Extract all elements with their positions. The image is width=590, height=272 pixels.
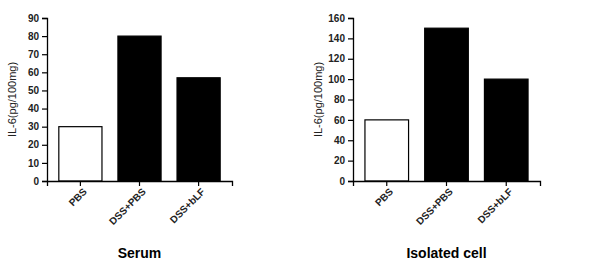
tick-mark bbox=[42, 72, 47, 73]
tick-label: 120 bbox=[328, 53, 345, 64]
tick-label: PBS bbox=[373, 186, 396, 209]
tick-mark bbox=[348, 38, 353, 39]
tick-mark bbox=[348, 181, 353, 182]
tick: 40 bbox=[334, 135, 353, 146]
tick-label: 50 bbox=[28, 85, 40, 96]
bar bbox=[59, 127, 102, 181]
axis-line bbox=[354, 182, 541, 187]
tick: 120 bbox=[328, 53, 353, 64]
tick-mark bbox=[348, 140, 353, 141]
tick: 0 bbox=[33, 176, 47, 187]
title: Isolated cell bbox=[406, 245, 486, 261]
tick: 10 bbox=[28, 158, 47, 169]
bar bbox=[118, 36, 161, 181]
y-axis: 0 10 20 30 40 50 60 70 80 90 bbox=[28, 13, 48, 187]
tick: 20 bbox=[28, 139, 47, 150]
tick-label: 20 bbox=[334, 155, 346, 166]
tick-label: 0 bbox=[33, 176, 39, 187]
tick-mark bbox=[506, 181, 507, 186]
tick-mark bbox=[348, 59, 353, 60]
y-axis: 0 20 40 60 80 100 120 140 160 bbox=[328, 13, 353, 187]
chart: 0 10 20 30 40 50 60 70 80 90 PBS DSS+PBS DSS+bLF IL-6… bbox=[6, 13, 233, 261]
tick: PBS bbox=[373, 181, 396, 208]
tick-label: 90 bbox=[28, 13, 40, 24]
tick-mark bbox=[80, 181, 81, 186]
figure: 0 10 20 30 40 50 60 70 80 90 PBS DSS+PBS DSS+bLF IL-6… bbox=[0, 0, 590, 272]
tick-mark bbox=[348, 79, 353, 80]
tick: 60 bbox=[334, 115, 353, 126]
tick-label: DSS+PBS bbox=[414, 186, 455, 227]
tick-label: 40 bbox=[28, 103, 40, 114]
tick-label: 0 bbox=[339, 176, 345, 187]
tick: 20 bbox=[334, 155, 353, 166]
tick-mark bbox=[348, 161, 353, 162]
bar bbox=[177, 78, 220, 181]
tick-mark bbox=[348, 99, 353, 100]
axis-line bbox=[48, 182, 233, 187]
tick: 50 bbox=[28, 85, 47, 96]
tick-label: DSS+bLF bbox=[168, 186, 207, 225]
tick-mark bbox=[42, 36, 47, 37]
bars bbox=[365, 28, 528, 181]
tick-label: 80 bbox=[28, 31, 40, 42]
tick-mark bbox=[348, 18, 353, 19]
tick: DSS+bLF bbox=[168, 181, 207, 225]
tick-mark bbox=[42, 163, 47, 164]
tick-label: 70 bbox=[28, 49, 40, 60]
tick-mark bbox=[446, 181, 447, 186]
tick-label: 40 bbox=[334, 135, 346, 146]
tick-label: 10 bbox=[28, 158, 40, 169]
tick: DSS+PBS bbox=[107, 181, 148, 227]
tick-mark bbox=[386, 181, 387, 186]
x-axis: PBS DSS+PBS DSS+bLF bbox=[48, 181, 233, 227]
tick: 60 bbox=[28, 67, 47, 78]
tick-label: 80 bbox=[334, 94, 346, 105]
tick-label: 30 bbox=[28, 121, 40, 132]
tick-label: 100 bbox=[328, 74, 345, 85]
tick-label: PBS bbox=[67, 186, 90, 209]
tick: DSS+PBS bbox=[414, 181, 455, 227]
tick-label: DSS+PBS bbox=[107, 186, 148, 227]
tick-mark bbox=[42, 145, 47, 146]
y-label: IL-6(pg/100mg) bbox=[6, 62, 18, 137]
y-label: IL-6(pg/100mg) bbox=[312, 62, 324, 137]
axis-line bbox=[42, 19, 48, 182]
tick: 80 bbox=[334, 94, 353, 105]
bar bbox=[365, 120, 409, 181]
x-axis: PBS DSS+PBS DSS+bLF bbox=[354, 181, 541, 227]
tick: 80 bbox=[28, 31, 47, 42]
tick-mark bbox=[42, 181, 47, 182]
tick: 40 bbox=[28, 103, 47, 114]
bar bbox=[425, 28, 469, 181]
tick: 70 bbox=[28, 49, 47, 60]
tick-mark bbox=[42, 127, 47, 128]
tick-mark bbox=[348, 120, 353, 121]
tick-label: 60 bbox=[334, 115, 346, 126]
tick-label: 160 bbox=[328, 13, 345, 24]
tick: PBS bbox=[67, 181, 90, 208]
tick-mark bbox=[42, 18, 47, 19]
tick-label: 20 bbox=[28, 139, 40, 150]
tick-label: 60 bbox=[28, 67, 40, 78]
tick-mark bbox=[139, 181, 140, 186]
axis-line bbox=[348, 19, 354, 182]
tick-mark bbox=[42, 108, 47, 109]
tick: 90 bbox=[28, 13, 47, 24]
title: Serum bbox=[118, 245, 162, 261]
tick: 160 bbox=[328, 13, 353, 24]
tick: 0 bbox=[339, 176, 353, 187]
tick: 140 bbox=[328, 33, 353, 44]
tick-label: 140 bbox=[328, 33, 345, 44]
tick: 30 bbox=[28, 121, 47, 132]
chart: 0 20 40 60 80 100 120 140 160 PBS DSS+PBS DSS+bLF IL… bbox=[312, 13, 541, 261]
tick-mark bbox=[42, 54, 47, 55]
tick: DSS+bLF bbox=[475, 181, 514, 225]
tick-mark bbox=[198, 181, 199, 186]
bars bbox=[59, 36, 220, 181]
tick-mark bbox=[42, 90, 47, 91]
tick-label: DSS+bLF bbox=[475, 186, 514, 225]
tick: 100 bbox=[328, 74, 353, 85]
bar bbox=[484, 79, 528, 181]
